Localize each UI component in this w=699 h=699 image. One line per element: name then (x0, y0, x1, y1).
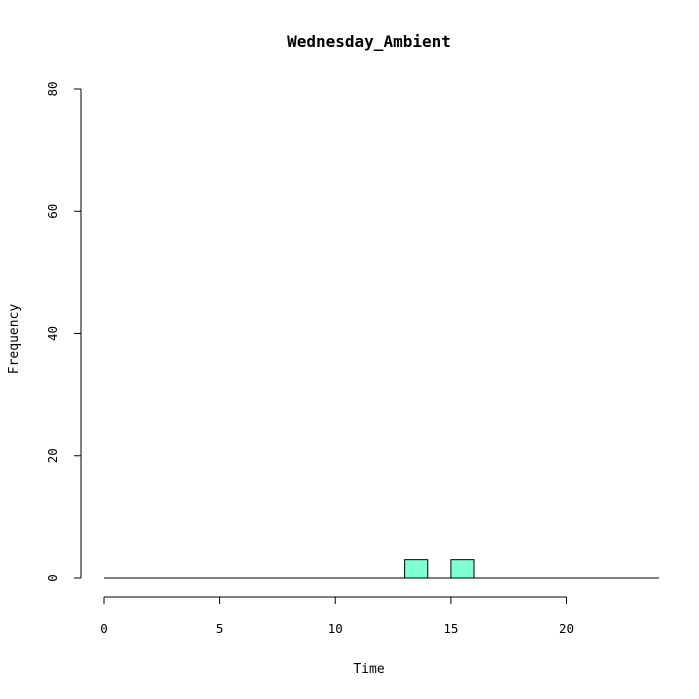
y-axis-label: Frequency (7, 304, 22, 375)
x-tick-label: 15 (443, 621, 458, 636)
x-tick-label: 10 (328, 621, 343, 636)
y-axis: 0 20 40 60 80 (45, 81, 81, 581)
x-tick-label: 20 (559, 621, 574, 636)
histogram-bar (405, 560, 428, 578)
y-tick-label: 0 (45, 574, 60, 582)
y-tick-label: 80 (45, 81, 60, 96)
y-tick-label: 40 (45, 326, 60, 341)
y-tick-label: 60 (45, 204, 60, 219)
y-tick-label: 20 (45, 448, 60, 463)
x-axis-label: Time (353, 662, 384, 677)
x-tick-label: 0 (100, 621, 108, 636)
x-axis: 0 5 10 15 20 (100, 597, 574, 636)
x-tick-label: 5 (216, 621, 224, 636)
histogram-bar (451, 560, 474, 578)
chart-title: Wednesday_Ambient (287, 32, 451, 51)
bars-group (405, 560, 474, 578)
